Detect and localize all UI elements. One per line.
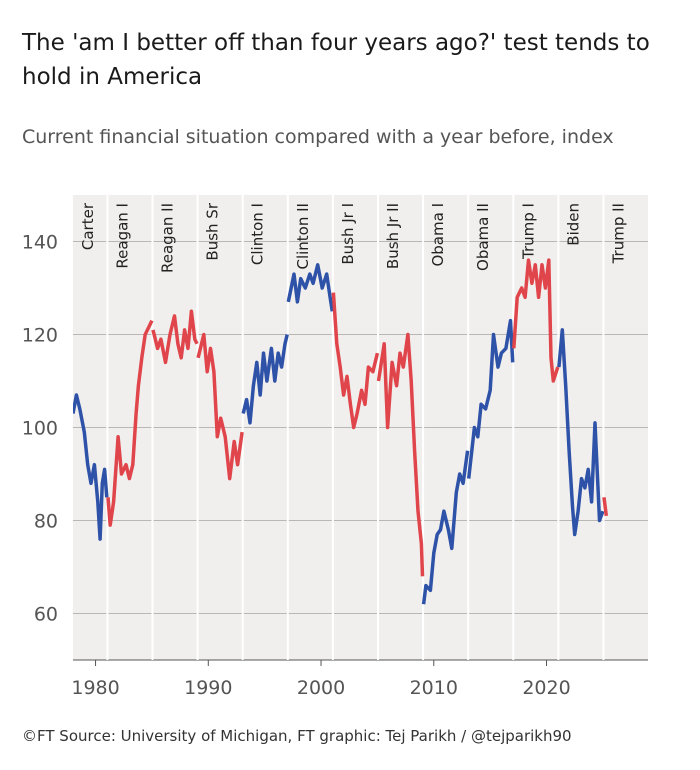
- term-label: Obama I: [429, 203, 447, 267]
- y-tick-label: 140: [22, 232, 58, 254]
- y-tick-label: 80: [34, 511, 58, 533]
- line-series: [151, 309, 199, 365]
- term-label: Clinton I: [249, 203, 267, 265]
- term-label: Obama II: [474, 203, 492, 271]
- term-label: Clinton II: [294, 203, 312, 270]
- x-tick-label: 1980: [71, 677, 119, 699]
- line-series: [331, 292, 380, 430]
- term-label: Reagan II: [158, 203, 176, 273]
- line-series: [196, 332, 244, 481]
- line-series: [557, 328, 605, 537]
- term-label: Trump II: [609, 203, 627, 264]
- term-label: Trump I: [519, 203, 537, 260]
- x-tick-label: 1990: [184, 677, 232, 699]
- term-label: Bush Sr: [204, 202, 222, 260]
- line-series: [512, 258, 560, 383]
- source-note: ©FT Source: University of Michigan, FT g…: [22, 727, 572, 745]
- line-series: [602, 497, 609, 517]
- term-label: Bush Jr II: [384, 203, 402, 269]
- term-label: Carter: [79, 202, 97, 250]
- x-tick-label: 2000: [297, 677, 345, 699]
- y-tick-label: 100: [22, 418, 58, 440]
- y-tick-label: 120: [22, 325, 58, 347]
- term-label: Bush Jr I: [339, 203, 357, 265]
- line-series: [466, 318, 515, 479]
- chart-subtitle: Current financial situation compared wit…: [22, 126, 614, 148]
- y-tick-label: 60: [34, 604, 58, 626]
- chart-title: The 'am I better off than four years ago…: [22, 30, 650, 90]
- line-series: [106, 319, 154, 527]
- line-series: [241, 334, 289, 425]
- x-tick-label: 2020: [522, 677, 570, 699]
- x-tick-label: 2010: [410, 677, 458, 699]
- line-series: [286, 263, 335, 312]
- term-label: Reagan I: [113, 203, 131, 269]
- line-series: [421, 450, 470, 605]
- line-series: [73, 393, 109, 541]
- line-series: [376, 332, 425, 577]
- term-label: Biden: [564, 203, 582, 246]
